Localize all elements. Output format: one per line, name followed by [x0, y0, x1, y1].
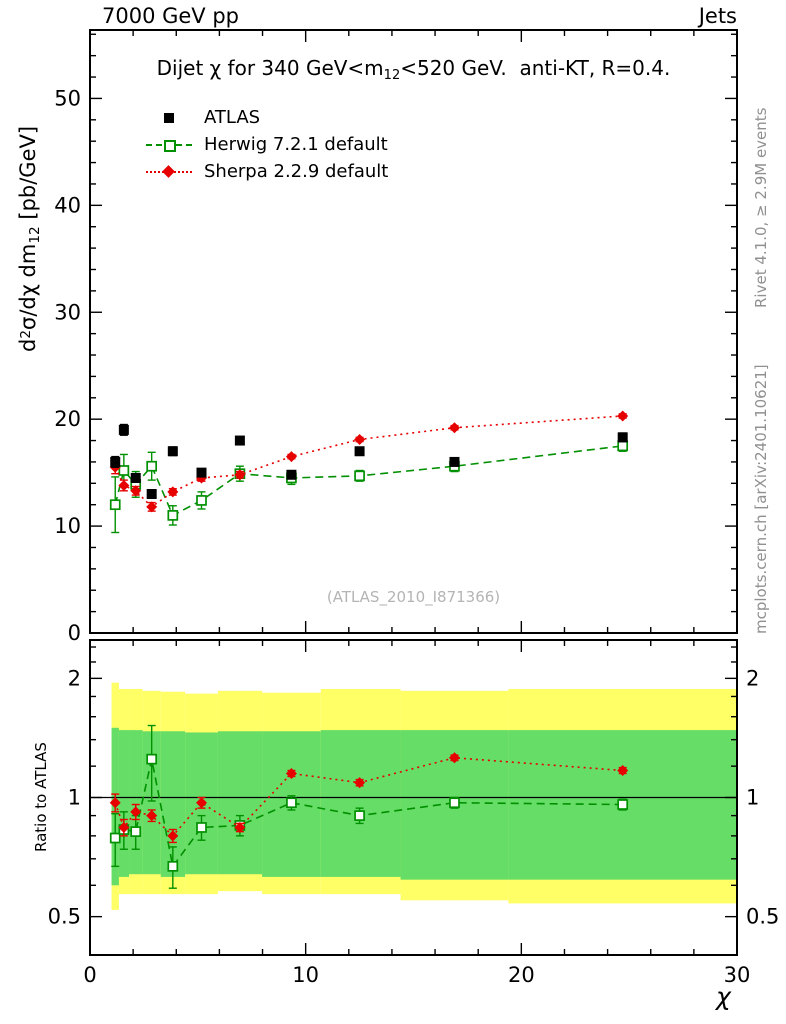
y-axis-label: d2σ/dχ dm12 [pb/GeV] [16, 126, 43, 352]
herwig-marker-icon [146, 137, 192, 153]
svg-text:10: 10 [292, 963, 319, 987]
svg-text:0: 0 [83, 963, 96, 987]
legend-item-sherpa: Sherpa 2.2.9 default [146, 158, 388, 185]
ylabel-pre: d [16, 338, 40, 352]
svg-text:20: 20 [508, 963, 535, 987]
plot-title-pre: Dijet χ for 340 GeV<m [156, 56, 384, 80]
ylabel-sub: 12 [27, 226, 44, 244]
legend-label-atlas: ATLAS [204, 107, 261, 128]
svg-text:2: 2 [746, 666, 759, 690]
svg-text:20: 20 [54, 407, 81, 431]
svg-text:30: 30 [54, 300, 81, 324]
legend: ATLAS Herwig 7.2.1 default Sherpa 2.2.9 … [146, 104, 388, 185]
svg-text:1: 1 [68, 786, 81, 810]
ratio-axis-label: Ratio to ATLAS [32, 742, 50, 852]
analysis-group-label: Jets [698, 4, 737, 28]
svg-text:40: 40 [54, 193, 81, 217]
plot-title-post: <520 GeV. anti-KT, R=0.4. [400, 56, 671, 80]
svg-text:0: 0 [68, 621, 81, 645]
svg-text:1: 1 [746, 786, 759, 810]
ylabel-sup: 2 [18, 329, 35, 339]
ylabel-mid: σ/dχ dm [16, 243, 40, 330]
plot-title: Dijet χ for 340 GeV<m12<520 GeV. anti-KT… [90, 56, 737, 83]
svg-text:0.5: 0.5 [746, 905, 779, 929]
herwig-square-icon [164, 139, 176, 152]
svg-text:30: 30 [724, 963, 751, 987]
legend-label-sherpa: Sherpa 2.2.9 default [204, 161, 389, 182]
x-axis-label: χ [716, 982, 731, 1011]
atlas-square-icon [164, 112, 174, 123]
svg-text:2: 2 [68, 666, 81, 690]
atlas-marker-icon [146, 110, 192, 126]
beam-energy-label: 7000 GeV pp [102, 4, 240, 28]
svg-text:50: 50 [54, 86, 81, 110]
sherpa-diamond-icon [162, 164, 175, 178]
legend-item-herwig: Herwig 7.2.1 default [146, 131, 388, 158]
legend-label-herwig: Herwig 7.2.1 default [204, 134, 388, 155]
rivet-version-note: Rivet 4.1.0, ≥ 2.9M events [752, 107, 770, 309]
sherpa-marker-icon [146, 164, 192, 180]
ylabel-post: [pb/GeV] [16, 125, 40, 227]
legend-item-atlas: ATLAS [146, 104, 388, 131]
mcplots-arxiv-note: mcplots.cern.ch [arXiv:2401.10621] [752, 364, 770, 634]
svg-text:0.5: 0.5 [48, 905, 81, 929]
plot-title-sub: 12 [383, 67, 401, 83]
svg-text:10: 10 [54, 514, 81, 538]
analysis-id-watermark: (ATLAS_2010_I871366) [326, 588, 501, 606]
